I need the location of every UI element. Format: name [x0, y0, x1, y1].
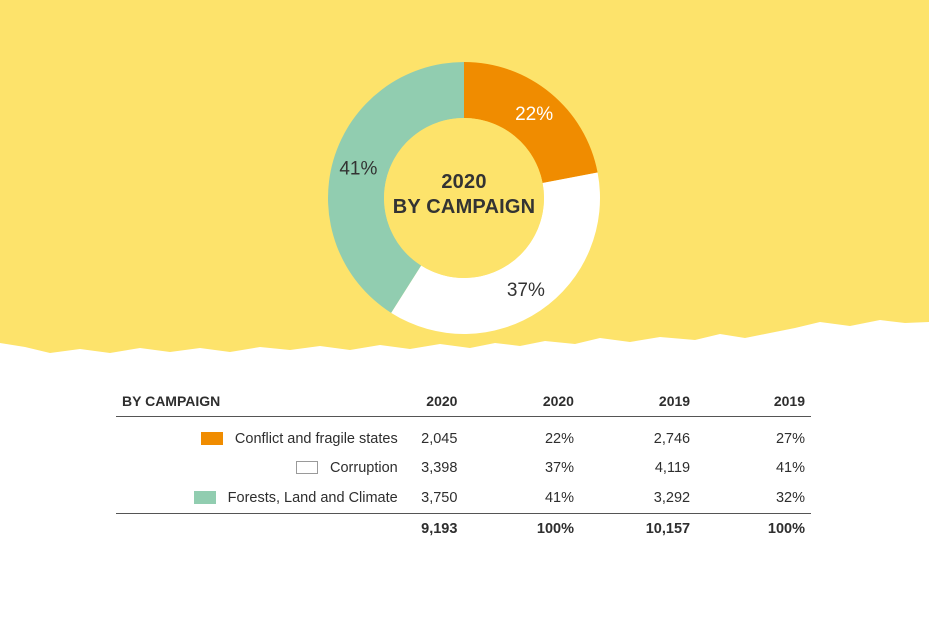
total-2019-amount: 10,157	[645, 521, 691, 537]
row-label: Conflict and fragile states	[234, 431, 398, 447]
campaign-table: BY CAMPAIGN 2020 2020 2019 2019 Conflict…	[116, 386, 811, 544]
total-label-cell	[116, 514, 404, 545]
row-label-cell: Forests, Land and Climate	[116, 483, 404, 514]
donut-slice-forests-land-and-climate	[327, 62, 464, 313]
cell-2020-percent: 41%	[463, 483, 580, 514]
row-label-cell: Conflict and fragile states	[116, 417, 404, 454]
cell-2019-amount: 2,746	[653, 431, 691, 447]
chart-title-subtitle: BY CAMPAIGN	[392, 196, 536, 218]
header-2019-amount: 2019	[579, 386, 697, 417]
cell-2019-percent: 32%	[696, 483, 811, 514]
donut-slice-label: 37%	[507, 280, 545, 301]
chart-title-year: 2020	[441, 171, 487, 193]
cell-2019-percent: 41%	[775, 460, 805, 476]
cell-2020-percent: 37%	[544, 460, 574, 476]
legend-swatch-corruption	[296, 461, 319, 474]
cell-2019-amount: 3,292	[579, 483, 697, 514]
donut-slice-conflict-and-fragile-states	[464, 62, 598, 184]
donut-chart: 22% 37% 41%	[327, 62, 600, 335]
cell-2020-amount: 2,045	[421, 431, 458, 447]
donut-center-hole	[384, 118, 544, 278]
donut-slice-label: 41%	[339, 158, 377, 179]
total-2019-percent: 100%	[767, 521, 805, 537]
legend-swatch-forests	[193, 491, 216, 504]
row-label-cell: Corruption	[116, 453, 404, 483]
table-row: Corruption 3,398 37% 4,119 41%	[116, 453, 811, 483]
donut-slice-corruption	[391, 172, 600, 335]
table-row: Forests, Land and Climate 3,750 41% 3,29…	[116, 483, 811, 514]
header-by-campaign: BY CAMPAIGN	[116, 386, 404, 417]
cell-2020-amount: 3,398	[421, 460, 458, 476]
total-2020-percent: 100%	[536, 521, 574, 537]
total-2020-amount: 9,193	[421, 521, 458, 537]
cell-2020-percent: 22%	[544, 431, 574, 447]
cell-2020-amount: 3,750	[403, 483, 464, 514]
header-2019-percent: 2019	[696, 386, 811, 417]
header-2020-amount: 2020	[403, 386, 464, 417]
cell-2019-percent: 27%	[775, 431, 805, 447]
row-label: Forests, Land and Climate	[227, 490, 398, 506]
donut-slice-label: 22%	[515, 104, 553, 125]
legend-swatch-conflict	[200, 432, 223, 445]
header-2020-percent: 2020	[463, 386, 580, 417]
row-label: Corruption	[330, 460, 398, 476]
table-total-row: 9,193 100% 10,157 100%	[116, 514, 811, 545]
cell-2019-amount: 4,119	[654, 460, 691, 476]
table-header-row: BY CAMPAIGN 2020 2020 2019 2019	[116, 386, 811, 417]
table-row: Conflict and fragile states 2,045 22% 2,…	[116, 417, 811, 454]
